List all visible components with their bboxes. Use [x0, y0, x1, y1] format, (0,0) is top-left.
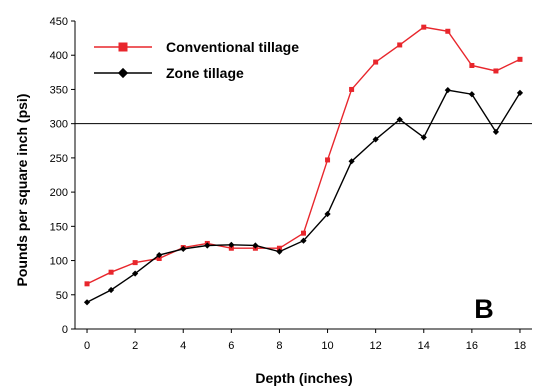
- data-point: [204, 242, 211, 249]
- x-axis-title: Depth (inches): [255, 370, 352, 386]
- y-axis-title: Pounds per square inch (psi): [14, 94, 30, 287]
- data-point: [492, 128, 500, 135]
- series-line: [86, 26, 521, 285]
- y-tick-label: 50: [56, 290, 68, 302]
- data-point: [300, 237, 307, 244]
- data-point: [180, 245, 187, 253]
- x-tick-label: 10: [321, 340, 333, 352]
- legend-marker: [118, 42, 128, 52]
- data-point: [84, 281, 90, 287]
- y-tick-label: 250: [50, 153, 68, 165]
- data-point: [517, 56, 523, 62]
- legend-marker: [117, 67, 129, 79]
- y-tick-label: 0: [62, 324, 68, 336]
- data-point: [469, 62, 475, 68]
- data-point: [468, 91, 475, 98]
- data-point: [373, 59, 379, 65]
- x-tick-label: 18: [514, 340, 526, 352]
- x-tick-label: 6: [228, 340, 234, 352]
- data-point: [349, 86, 355, 92]
- y-tick-label: 100: [50, 256, 68, 268]
- data-point: [397, 42, 403, 48]
- data-point: [156, 251, 163, 259]
- data-point: [493, 68, 499, 74]
- data-point: [325, 157, 331, 163]
- legend-item: Zone tillage: [94, 65, 244, 81]
- data-point: [228, 241, 235, 248]
- panel-letter: B: [474, 294, 494, 324]
- data-point: [301, 230, 306, 236]
- legend: Conventional tillage Zone tillage: [94, 39, 299, 81]
- x-tick-label: 14: [418, 340, 430, 352]
- x-tick-label: 16: [466, 340, 478, 352]
- y-tick-label: 300: [50, 119, 68, 131]
- y-tick-label: 450: [50, 16, 68, 28]
- data-point: [516, 89, 524, 96]
- x-tick-label: 8: [276, 340, 282, 352]
- x-tick-label: 12: [370, 340, 382, 352]
- series-conventional-tillage: [84, 24, 523, 287]
- x-tick-label: 4: [180, 340, 186, 352]
- data-point: [83, 299, 91, 306]
- data-point: [107, 286, 115, 294]
- legend-label: Zone tillage: [166, 65, 244, 81]
- data-point: [396, 116, 403, 123]
- legend-label: Conventional tillage: [166, 39, 299, 55]
- data-point: [348, 158, 355, 165]
- y-tick-label: 150: [50, 221, 68, 233]
- data-point: [420, 134, 427, 141]
- data-point: [108, 269, 114, 275]
- data-point: [445, 28, 451, 34]
- data-point: [421, 24, 427, 30]
- data-point: [156, 256, 162, 262]
- series-zone-tillage: [83, 87, 524, 306]
- data-point: [372, 136, 379, 143]
- legend-item: Conventional tillage: [94, 39, 299, 55]
- data-point: [132, 260, 138, 266]
- data-point: [252, 242, 259, 249]
- y-tick-label: 200: [50, 187, 68, 199]
- data-point: [276, 248, 283, 255]
- x-tick-label: 0: [84, 340, 90, 352]
- y-tick-label: 400: [50, 50, 68, 62]
- data-point: [132, 270, 139, 277]
- series-line: [86, 89, 521, 303]
- y-tick-label: 350: [50, 84, 68, 96]
- data-point: [324, 210, 331, 218]
- data-point: [276, 245, 282, 251]
- data-point: [228, 245, 234, 251]
- data-point: [444, 87, 451, 94]
- x-tick-label: 2: [132, 340, 138, 352]
